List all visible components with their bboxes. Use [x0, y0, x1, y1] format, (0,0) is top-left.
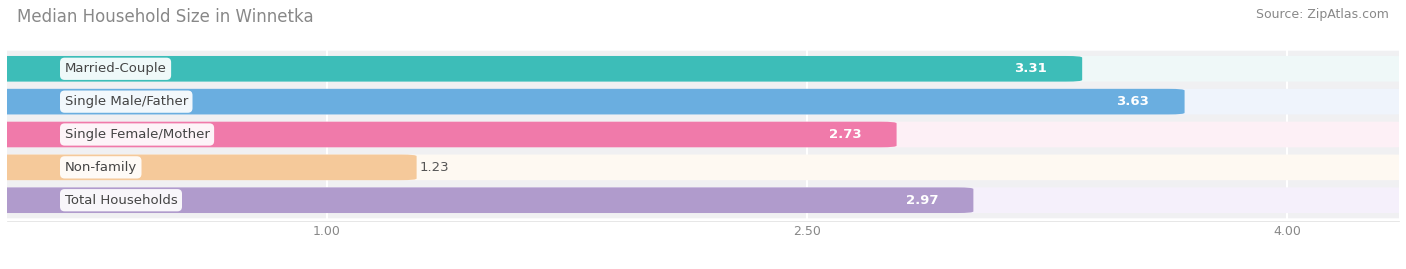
Text: 2.97: 2.97 [905, 194, 938, 207]
FancyBboxPatch shape [0, 56, 1406, 82]
FancyBboxPatch shape [0, 187, 973, 213]
FancyBboxPatch shape [0, 187, 1406, 213]
Text: Married-Couple: Married-Couple [65, 62, 166, 75]
Text: Single Male/Father: Single Male/Father [65, 95, 188, 108]
FancyBboxPatch shape [0, 89, 1406, 114]
Text: 3.31: 3.31 [1014, 62, 1047, 75]
Text: Single Female/Mother: Single Female/Mother [65, 128, 209, 141]
Text: 3.63: 3.63 [1116, 95, 1149, 108]
Text: Median Household Size in Winnetka: Median Household Size in Winnetka [17, 8, 314, 26]
FancyBboxPatch shape [0, 51, 1406, 87]
Text: 1.23: 1.23 [420, 161, 450, 174]
Text: Total Households: Total Households [65, 194, 177, 207]
FancyBboxPatch shape [0, 116, 1406, 153]
FancyBboxPatch shape [0, 122, 897, 147]
FancyBboxPatch shape [0, 155, 416, 180]
FancyBboxPatch shape [0, 149, 1406, 185]
FancyBboxPatch shape [0, 182, 1406, 218]
FancyBboxPatch shape [0, 84, 1406, 120]
FancyBboxPatch shape [0, 122, 1406, 147]
Text: Non-family: Non-family [65, 161, 136, 174]
FancyBboxPatch shape [0, 155, 1406, 180]
Text: 2.73: 2.73 [828, 128, 862, 141]
Text: Source: ZipAtlas.com: Source: ZipAtlas.com [1256, 8, 1389, 21]
FancyBboxPatch shape [0, 56, 1083, 82]
FancyBboxPatch shape [0, 89, 1185, 114]
